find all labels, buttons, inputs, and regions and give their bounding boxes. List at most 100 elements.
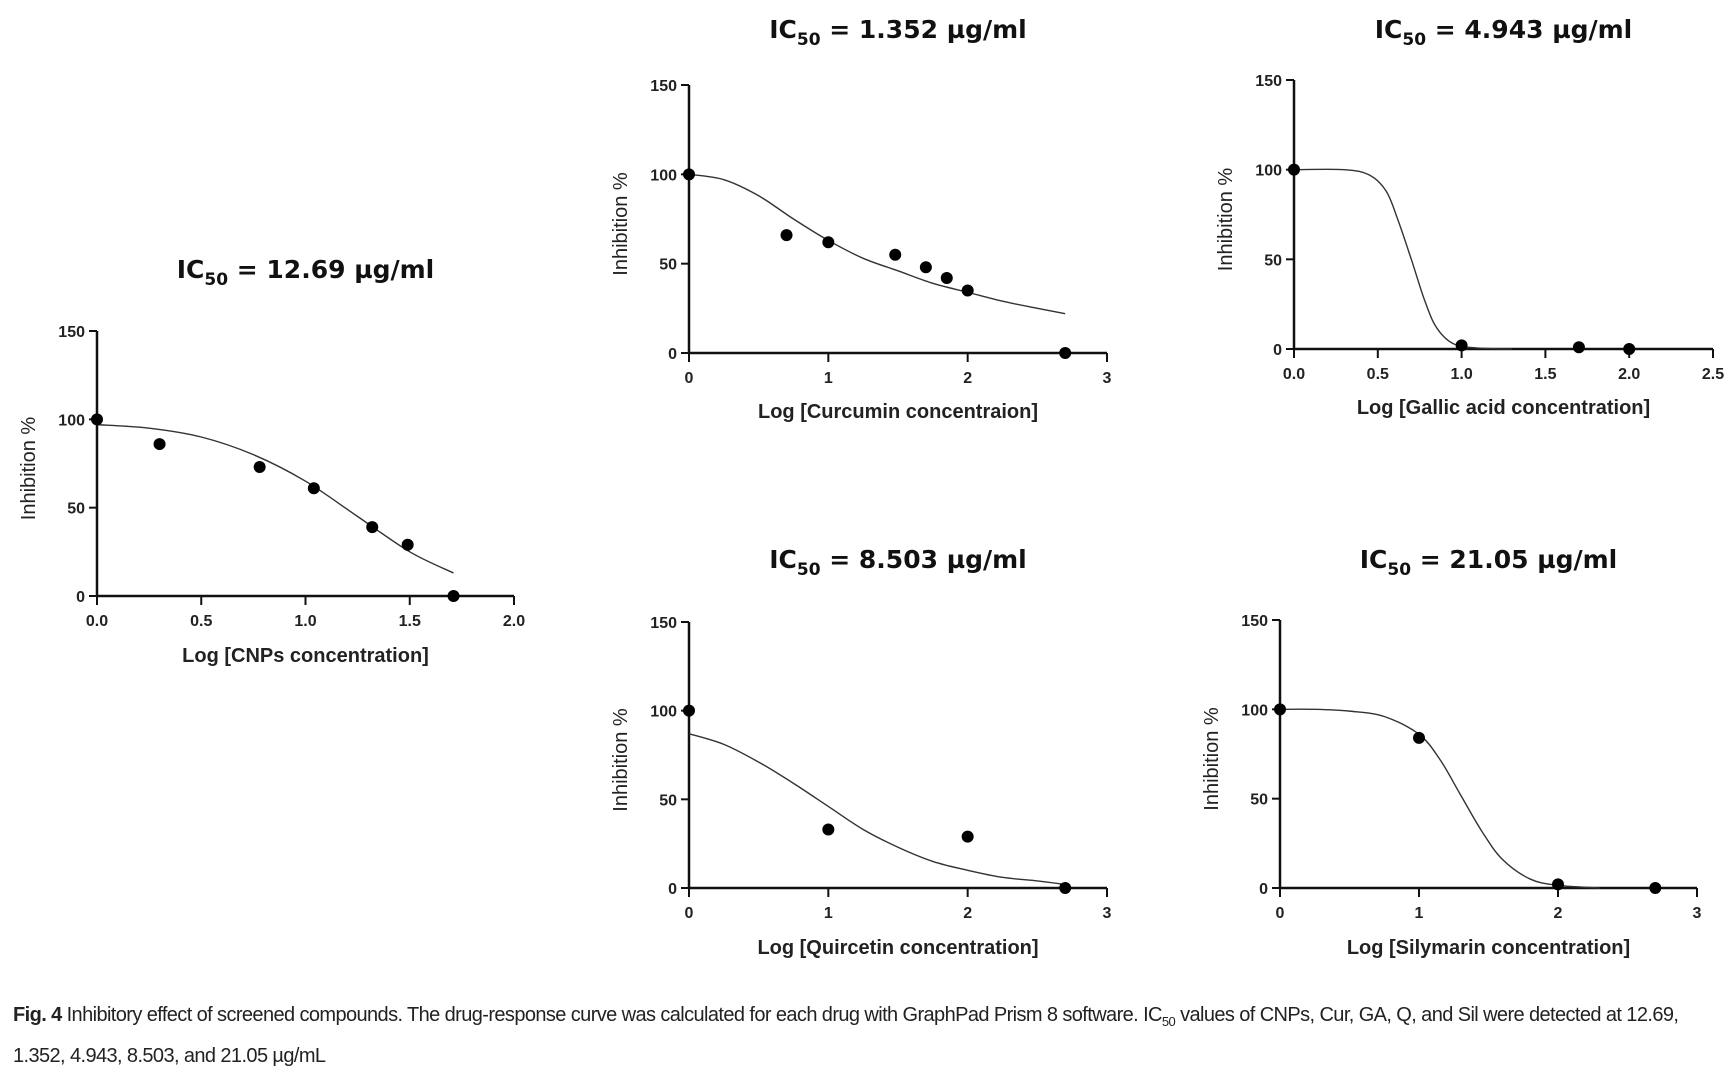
title-value: = 8.503 µg/ml xyxy=(821,545,1027,574)
data-point xyxy=(1274,703,1286,716)
data-point xyxy=(961,284,974,297)
data-point xyxy=(307,482,320,495)
y-tick-label: 150 xyxy=(1255,73,1282,90)
title-prefix: IC xyxy=(1360,545,1388,574)
title-value: = 12.69 µg/ml xyxy=(228,255,434,284)
x-tick-label: 2 xyxy=(1554,905,1563,922)
title-prefix: IC xyxy=(769,545,797,574)
data-point xyxy=(1413,731,1425,744)
x-tick-label: 2.0 xyxy=(503,613,525,630)
data-point xyxy=(940,271,953,284)
title-subscript: 50 xyxy=(1402,30,1426,50)
chart-title: IC50 = 8.503 µg/ml xyxy=(769,545,1027,580)
x-axis-label: Log [Gallic acid concentration] xyxy=(1357,397,1650,419)
data-point xyxy=(889,248,902,261)
y-tick-label: 100 xyxy=(650,167,677,184)
x-tick-label: 2.5 xyxy=(1702,366,1724,383)
y-tick-label: 150 xyxy=(1241,613,1268,630)
data-point xyxy=(253,461,266,474)
y-tick-label: 100 xyxy=(58,412,85,429)
data-point xyxy=(1552,878,1564,891)
y-tick-label: 0 xyxy=(1273,342,1282,359)
data-point xyxy=(1649,882,1662,894)
x-axis-label: Log [Curcumin concentraion] xyxy=(758,401,1038,423)
y-tick-label: 150 xyxy=(58,324,85,341)
y-tick-label: 0 xyxy=(1259,881,1268,898)
title-prefix: IC xyxy=(769,15,797,44)
x-tick-label: 1 xyxy=(824,905,833,922)
x-tick-label: 0.0 xyxy=(86,613,108,630)
data-point xyxy=(1288,163,1300,176)
x-tick-label: 1.5 xyxy=(1534,366,1556,383)
y-tick-label: 100 xyxy=(1255,163,1282,180)
x-tick-label: 1 xyxy=(1415,905,1424,922)
y-tick-label: 50 xyxy=(659,792,677,809)
x-tick-label: 0 xyxy=(685,370,694,387)
y-axis-label: Inhibition % xyxy=(1201,707,1223,811)
x-tick-label: 0 xyxy=(1276,905,1285,922)
y-tick-label: 50 xyxy=(1264,252,1282,269)
x-tick-label: 0.0 xyxy=(1283,366,1305,383)
title-subscript: 50 xyxy=(797,560,821,580)
data-point xyxy=(683,168,695,181)
data-point xyxy=(822,236,835,249)
data-point xyxy=(780,229,793,242)
data-point xyxy=(91,413,103,426)
data-point xyxy=(447,590,460,602)
x-tick-label: 2 xyxy=(963,370,972,387)
x-tick-label: 1 xyxy=(824,370,833,387)
x-tick-label: 1.0 xyxy=(1450,366,1472,383)
x-tick-label: 0.5 xyxy=(1367,366,1389,383)
fit-curve xyxy=(688,733,1066,886)
y-tick-label: 50 xyxy=(659,257,677,274)
y-tick-label: 0 xyxy=(76,589,85,606)
chart-title: IC50 = 1.352 µg/ml xyxy=(769,15,1027,50)
y-axis-label: Inhibition % xyxy=(18,417,40,521)
data-point xyxy=(961,830,974,843)
x-tick-label: 1.0 xyxy=(294,613,316,630)
data-point xyxy=(1572,341,1585,354)
x-axis-label: Log [Silymarin concentration] xyxy=(1347,937,1630,959)
y-tick-label: 150 xyxy=(650,78,677,95)
data-point xyxy=(366,521,379,534)
fit-curve xyxy=(688,173,1066,315)
fit-curve xyxy=(1293,168,1512,350)
fit-curve xyxy=(96,423,454,574)
figure-caption: Fig. 4 Inhibitory effect of screened com… xyxy=(13,998,1732,1074)
data-point xyxy=(683,704,695,717)
x-tick-label: 2 xyxy=(963,905,972,922)
y-axis-label: Inhibition % xyxy=(1215,168,1237,272)
x-tick-label: 3 xyxy=(1103,370,1112,387)
chart-title: IC50 = 4.943 µg/ml xyxy=(1375,15,1633,50)
data-point xyxy=(822,823,835,836)
title-value: = 4.943 µg/ml xyxy=(1426,15,1632,44)
y-tick-label: 100 xyxy=(650,704,677,721)
x-tick-label: 3 xyxy=(1103,905,1112,922)
title-prefix: IC xyxy=(177,255,205,284)
x-tick-label: 0 xyxy=(685,905,694,922)
y-tick-label: 50 xyxy=(67,501,85,518)
y-tick-label: 50 xyxy=(1250,792,1268,809)
data-point xyxy=(1455,339,1468,352)
title-value: = 21.05 µg/ml xyxy=(1411,545,1617,574)
data-point xyxy=(153,438,166,451)
chart-title: IC50 = 21.05 µg/ml xyxy=(1360,545,1618,580)
x-tick-label: 1.5 xyxy=(399,613,421,630)
title-subscript: 50 xyxy=(797,30,821,50)
x-axis-label: Log [Quircetin concentration] xyxy=(757,937,1038,959)
title-subscript: 50 xyxy=(1387,560,1411,580)
caption-text-1: Inhibitory effect of screened compounds.… xyxy=(61,1004,1163,1026)
caption-label: Fig. 4 xyxy=(13,1004,62,1026)
x-tick-label: 3 xyxy=(1693,905,1702,922)
chart-gallic-acid: IC50 = 4.943 µg/ml 0 50 100 150 0.0 0.5 1.0 1.5 2… xyxy=(1215,15,1724,419)
data-point xyxy=(919,261,932,274)
x-tick-label: 2.0 xyxy=(1618,366,1640,383)
y-tick-label: 0 xyxy=(668,881,677,898)
caption-text-2: values of CNPs, Cur, GA, Q, and Sil were… xyxy=(13,1004,1679,1067)
chart-title: IC50 = 12.69 µg/ml xyxy=(177,255,435,290)
title-value: = 1.352 µg/ml xyxy=(821,15,1027,44)
data-point xyxy=(1059,882,1072,894)
